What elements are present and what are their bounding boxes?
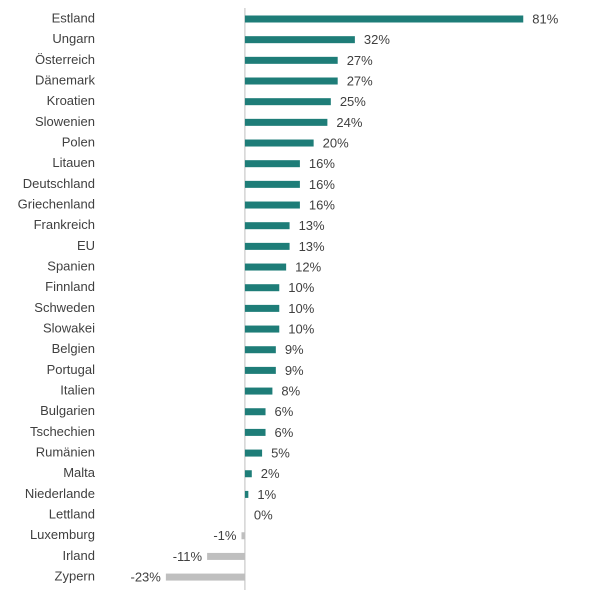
category-label: Dänemark xyxy=(35,72,95,87)
bar xyxy=(244,304,280,312)
category-label: Estland xyxy=(52,10,95,25)
bar xyxy=(244,36,355,44)
category-label: Polen xyxy=(62,134,95,149)
bar xyxy=(244,160,300,168)
bar xyxy=(244,408,266,416)
value-label: 13% xyxy=(299,218,325,233)
bar xyxy=(244,201,300,209)
category-label: Finnland xyxy=(45,279,95,294)
category-label: Irland xyxy=(62,548,95,563)
value-label: 27% xyxy=(347,73,373,88)
bar xyxy=(244,346,276,354)
value-label: 1% xyxy=(257,487,276,502)
bar xyxy=(244,77,338,85)
category-label: Belgien xyxy=(52,341,95,356)
category-label: Luxemburg xyxy=(30,527,95,542)
bar xyxy=(244,428,266,436)
category-label: Österreich xyxy=(35,52,95,67)
category-label: Tschechien xyxy=(30,424,95,439)
bar xyxy=(207,552,245,560)
value-label: 10% xyxy=(288,280,314,295)
value-label: 9% xyxy=(285,363,304,378)
bar xyxy=(244,180,300,188)
value-label: 6% xyxy=(275,404,294,419)
value-label: 16% xyxy=(309,177,335,192)
category-label: EU xyxy=(77,238,95,253)
bar xyxy=(241,532,245,540)
value-label: 5% xyxy=(271,446,290,461)
value-label: 32% xyxy=(364,32,390,47)
value-label: 2% xyxy=(261,466,280,481)
bar xyxy=(244,284,280,292)
value-label: 81% xyxy=(532,11,558,26)
category-label: Rumänien xyxy=(36,445,95,460)
value-label: 25% xyxy=(340,94,366,109)
bar xyxy=(244,139,314,147)
bar xyxy=(244,387,273,395)
value-label: 9% xyxy=(285,342,304,357)
category-label: Lettland xyxy=(49,507,95,522)
category-label: Slowenien xyxy=(35,114,95,129)
value-label: 24% xyxy=(336,115,362,130)
category-label: Griechenland xyxy=(18,196,95,211)
value-label: 16% xyxy=(309,156,335,171)
value-label: -11% xyxy=(173,549,203,564)
bar xyxy=(165,573,245,581)
value-label: 8% xyxy=(281,383,300,398)
bar xyxy=(244,56,338,64)
value-label: 13% xyxy=(299,239,325,254)
category-label: Frankreich xyxy=(34,217,95,232)
bar xyxy=(244,98,331,106)
category-label: Italien xyxy=(60,382,95,397)
value-label: 6% xyxy=(275,425,294,440)
bar xyxy=(244,118,328,126)
category-label: Spanien xyxy=(47,258,95,273)
category-label: Schweden xyxy=(34,300,95,315)
value-label: 12% xyxy=(295,259,321,274)
bar xyxy=(244,449,263,457)
value-label: 0% xyxy=(254,508,273,523)
value-label: 16% xyxy=(309,197,335,212)
category-label: Litauen xyxy=(52,155,95,170)
value-label: 27% xyxy=(347,53,373,68)
category-label: Slowakei xyxy=(43,320,95,335)
bar xyxy=(244,325,280,333)
bar xyxy=(244,222,290,230)
category-label: Malta xyxy=(63,465,96,480)
category-label: Portugal xyxy=(47,362,96,377)
bar xyxy=(244,242,290,250)
value-label: -23% xyxy=(131,570,162,585)
category-label: Deutschland xyxy=(23,176,95,191)
bar xyxy=(244,263,287,271)
value-label: 10% xyxy=(288,301,314,316)
category-label: Niederlande xyxy=(25,486,95,501)
value-label: 20% xyxy=(323,135,349,150)
bar xyxy=(244,490,249,498)
bar xyxy=(244,366,276,374)
category-label: Bulgarien xyxy=(40,403,95,418)
category-label: Zypern xyxy=(55,569,95,584)
bar xyxy=(244,470,252,478)
bar xyxy=(244,15,524,23)
category-label: Ungarn xyxy=(52,31,95,46)
value-label: 10% xyxy=(288,321,314,336)
value-label: -1% xyxy=(213,528,237,543)
category-label: Kroatien xyxy=(47,93,95,108)
